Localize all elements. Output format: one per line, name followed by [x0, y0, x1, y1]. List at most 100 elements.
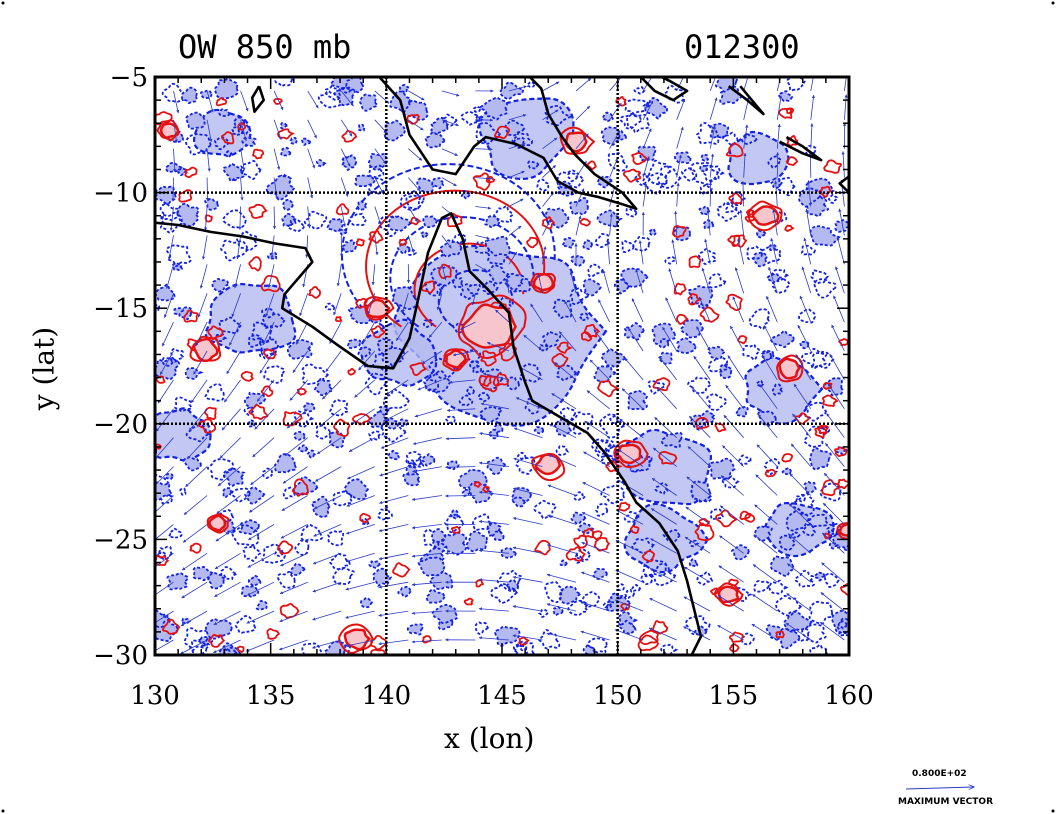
wind-vector: [844, 77, 847, 91]
wind-vector: [411, 524, 442, 530]
negative-contour: [431, 177, 444, 190]
tick-labels: 130 135 140 145 150 155 160 −5 −10 −15 −20 −25 −30: [93, 63, 874, 711]
negative-contour: [486, 456, 508, 476]
wind-vector: [676, 98, 686, 120]
negative-contour: [224, 150, 233, 159]
negative-contour: [387, 215, 412, 232]
wind-vector: [240, 119, 248, 142]
wind-vector: [508, 225, 522, 236]
wind-vector: [155, 581, 174, 596]
negative-contour: [783, 610, 813, 632]
negative-contour: [466, 283, 481, 295]
negative-contour: [276, 570, 296, 589]
wind-vector: [515, 397, 543, 410]
positive-contour: [359, 512, 371, 524]
wind-vector: [789, 473, 812, 496]
positive-contour: [473, 481, 483, 488]
negative-contour: [544, 105, 574, 127]
wind-vector: [267, 264, 275, 288]
wind-vector: [185, 466, 208, 488]
coastlines: [155, 77, 849, 655]
wind-vector: [580, 571, 610, 583]
vorticity-field: [155, 77, 849, 655]
negative-contour: [813, 571, 826, 582]
coastline: [250, 85, 265, 113]
wind-vector: [542, 137, 558, 150]
y-axis-label: y (lat): [27, 326, 61, 411]
wind-vector: [819, 621, 845, 641]
wind-vector: [155, 610, 174, 624]
wind-vector: [683, 596, 711, 612]
positive-contour: [823, 159, 842, 174]
positive-region: [532, 272, 555, 292]
wind-vector: [668, 268, 678, 294]
negative-contour: [527, 160, 540, 170]
positive-contour: [252, 148, 265, 160]
negative-contour: [555, 364, 578, 382]
negative-contour: [831, 609, 849, 635]
wind-vector: [542, 219, 551, 236]
negative-contour: [600, 348, 627, 368]
positive-contour: [406, 114, 420, 125]
wind-vector: [167, 235, 174, 261]
negative-contour: [808, 513, 829, 528]
wind-vector: [282, 466, 308, 484]
negative-contour: [445, 415, 456, 424]
wind-vector: [307, 148, 316, 169]
wind-vector: [752, 594, 778, 612]
wind-vector: [823, 472, 845, 496]
wind-vector: [411, 466, 442, 473]
wind-vector: [754, 504, 778, 525]
wind-vector: [786, 593, 812, 612]
negative-contour: [421, 453, 436, 467]
wind-vector: [411, 610, 442, 615]
wind-vector: [788, 503, 812, 525]
positive-contour: [786, 135, 799, 147]
negative-contour: [582, 644, 596, 655]
wind-vector: [582, 481, 610, 496]
wind-vector: [627, 327, 644, 352]
negative-contour: [300, 137, 311, 146]
negative-contour: [621, 239, 635, 254]
wind-vector: [273, 119, 282, 141]
coastline: [639, 77, 689, 102]
wind-vector: [706, 210, 711, 236]
negative-contour: [179, 487, 187, 496]
positive-contour: [248, 404, 269, 420]
wind-vector: [286, 408, 308, 429]
positive-contour: [785, 107, 793, 115]
positive-contour: [580, 331, 593, 342]
wind-vector: [689, 415, 711, 438]
negative-contour: [709, 508, 724, 521]
positive-contour: [739, 510, 751, 520]
negative-contour: [770, 268, 790, 283]
wind-vector: [581, 512, 610, 525]
vector-key-value: 0.800E+02: [912, 769, 967, 779]
wind-vector: [508, 251, 518, 265]
positive-contour: [189, 542, 202, 554]
wind-vector: [378, 639, 409, 646]
wind-vector: [195, 321, 208, 347]
wind-vector: [299, 293, 309, 317]
positive-contour: [676, 313, 689, 325]
negative-contour: [810, 269, 829, 285]
negative-contour: [623, 322, 645, 341]
wind-vector: [307, 90, 319, 109]
negative-contour: [222, 163, 245, 182]
wind-vector: [181, 552, 208, 571]
wind-vector: [247, 552, 275, 568]
wind-vector: [575, 105, 591, 121]
negative-contour: [206, 458, 234, 481]
coastline: [378, 77, 638, 211]
wind-vector: [513, 427, 543, 439]
negative-contour: [689, 539, 700, 548]
positive-contour: [215, 97, 228, 107]
negative-contour: [341, 239, 357, 253]
negative-contour: [798, 308, 816, 324]
wind-vector: [674, 210, 678, 236]
negative-contour: [735, 406, 749, 418]
wind-vector: [805, 208, 812, 236]
negative-contour: [185, 111, 206, 130]
wind-vector: [518, 366, 543, 381]
